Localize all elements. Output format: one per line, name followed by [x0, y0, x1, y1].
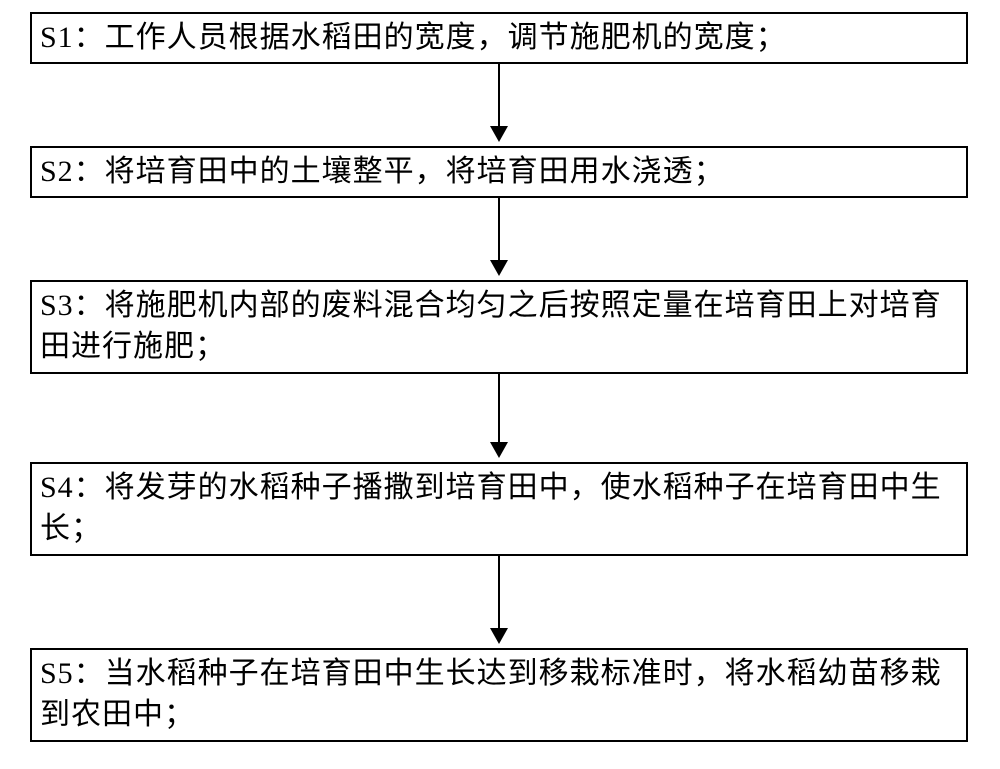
flowchart-canvas: S1：工作人员根据水稻田的宽度，调节施肥机的宽度； S2：将培育田中的土壤整平，… [0, 0, 1000, 769]
arrow-s1-s2-head [490, 126, 508, 142]
arrow-s1-s2-stem [498, 64, 500, 126]
arrow-s4-s5-head [490, 628, 508, 644]
arrow-s3-s4-stem [498, 374, 500, 442]
arrow-s2-s3-stem [498, 198, 500, 260]
flow-step-s4-text: S4：将发芽的水稻种子播撒到培育田中，使水稻种子在培育田中生长； [40, 468, 958, 549]
flow-step-s3-text: S3：将施肥机内部的废料混合均匀之后按照定量在培育田上对培育田进行施肥； [40, 286, 958, 367]
flow-step-s4: S4：将发芽的水稻种子播撒到培育田中，使水稻种子在培育田中生长； [30, 462, 968, 556]
flow-step-s5: S5：当水稻种子在培育田中生长达到移栽标准时，将水稻幼苗移栽到农田中； [30, 648, 968, 742]
arrow-s3-s4-head [490, 442, 508, 458]
arrow-s2-s3-head [490, 260, 508, 276]
flow-step-s2: S2：将培育田中的土壤整平，将培育田用水浇透； [30, 146, 968, 198]
flow-step-s1-text: S1：工作人员根据水稻田的宽度，调节施肥机的宽度； [40, 18, 787, 59]
flow-step-s5-text: S5：当水稻种子在培育田中生长达到移栽标准时，将水稻幼苗移栽到农田中； [40, 654, 958, 735]
flow-step-s3: S3：将施肥机内部的废料混合均匀之后按照定量在培育田上对培育田进行施肥； [30, 280, 968, 374]
arrow-s4-s5-stem [498, 556, 500, 628]
flow-step-s1: S1：工作人员根据水稻田的宽度，调节施肥机的宽度； [30, 12, 968, 64]
flow-step-s2-text: S2：将培育田中的土壤整平，将培育田用水浇透； [40, 152, 725, 193]
